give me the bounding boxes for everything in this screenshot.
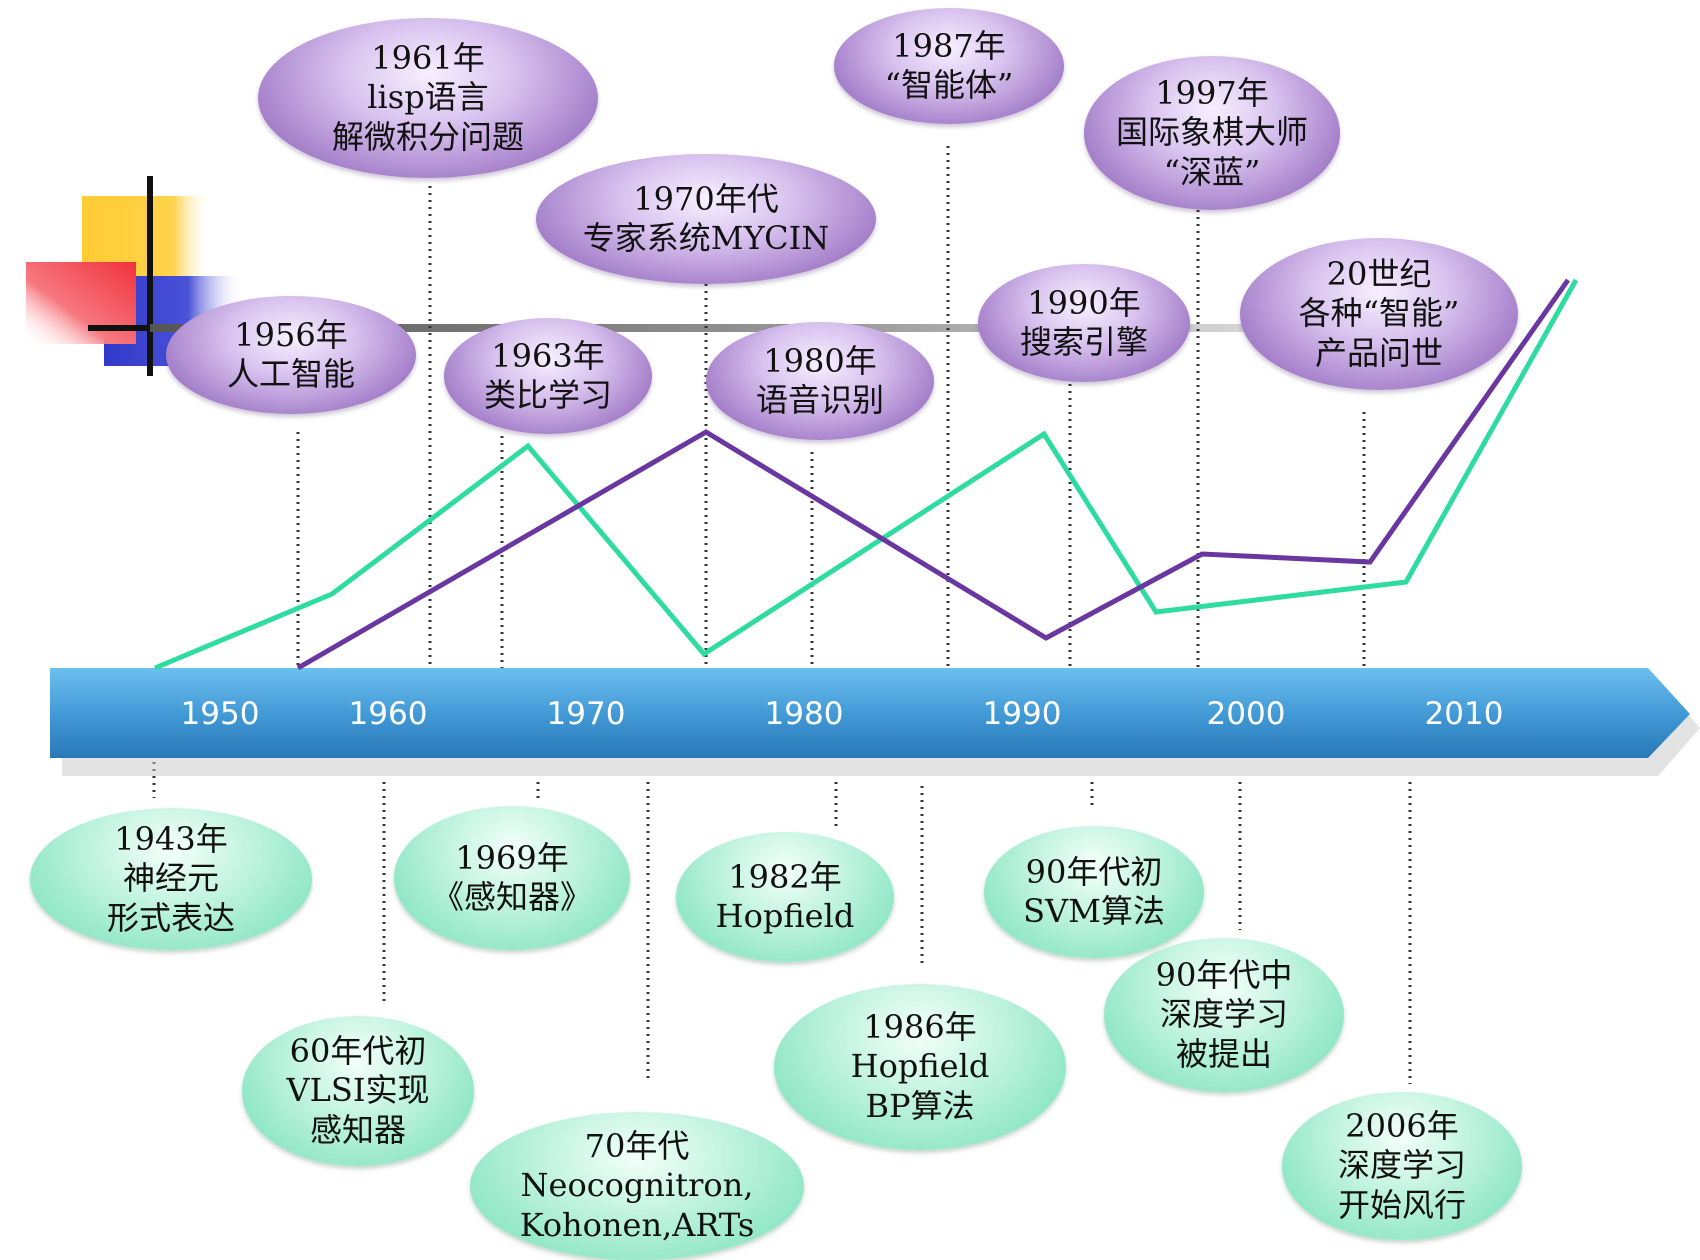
event-line: 60年代初: [289, 1032, 427, 1071]
event-bubble-1987: 1987年 “智能体”: [834, 8, 1064, 124]
event-line: 开始风行: [1337, 1185, 1466, 1224]
axis-tick-label: 2000: [1207, 696, 1286, 732]
event-line: 1956年: [234, 315, 348, 354]
axis-tick-label: 1960: [349, 696, 428, 732]
axis-tick-label: 1950: [181, 696, 260, 732]
event-bubble-1982: 1982年 Hopfield: [676, 832, 894, 962]
axis-tick-label: 1970: [547, 696, 626, 732]
event-line: 1980年: [763, 341, 877, 380]
event-line: 2006年: [1345, 1107, 1459, 1146]
event-line: 搜索引擎: [1019, 323, 1148, 361]
event-line: 90年代中: [1155, 956, 1293, 995]
event-line: 《感知器》: [431, 878, 592, 916]
event-line: VLSI实现: [286, 1071, 430, 1110]
event-bubble-2006: 2006年 深度学习 开始风行: [1282, 1092, 1522, 1240]
event-bubble-1956: 1956年 人工智能: [166, 296, 416, 414]
event-line: lisp语言: [367, 78, 489, 117]
event-line: 深度学习: [1159, 995, 1288, 1034]
event-line: 1990年: [1027, 283, 1141, 322]
event-line: 人工智能: [226, 355, 355, 393]
event-line: 语音识别: [755, 381, 884, 419]
event-line: 20世纪: [1326, 255, 1432, 294]
event-line: 国际象棋大师: [1115, 113, 1308, 152]
event-bubble-1963: 1963年 类比学习: [444, 318, 652, 434]
event-bubble-1969: 1969年 《感知器》: [394, 806, 630, 950]
axis-tick-label: 2010: [1425, 696, 1504, 732]
event-line: 专家系统MYCIN: [582, 219, 830, 257]
event-bubble-1943: 1943年 神经元 形式表达: [30, 808, 312, 950]
event-line: Hopfield: [715, 897, 855, 935]
purple-trend-line: [296, 278, 1571, 671]
event-line: Neocognitron,: [520, 1166, 754, 1205]
event-line: Kohonen,ARTs: [519, 1205, 755, 1244]
grey-horizontal-bar: [150, 324, 1300, 332]
event-bubble-70s: 70年代 Neocognitron, Kohonen,ARTs: [470, 1112, 804, 1260]
event-line: 70年代: [584, 1127, 690, 1166]
event-line: 1986年: [863, 1008, 977, 1047]
timeline-arrow: [50, 668, 1690, 758]
event-line: 1982年: [728, 857, 842, 896]
event-line: 感知器: [309, 1110, 406, 1149]
event-line: 1987年: [892, 26, 1006, 65]
event-bubble-1961: 1961年 lisp语言 解微积分问题: [258, 18, 598, 178]
event-bubble-1990: 1990年 搜索引擎: [978, 264, 1190, 382]
event-bubble-1986: 1986年 Hopfield BP算法: [774, 984, 1066, 1150]
event-line: 神经元: [122, 859, 219, 898]
event-line: 1969年: [455, 838, 569, 877]
event-line: SVM算法: [1023, 892, 1165, 930]
event-line: 类比学习: [483, 376, 612, 414]
event-line: 解微积分问题: [331, 117, 524, 156]
event-bubble-1997: 1997年 国际象棋大师 “深蓝”: [1084, 56, 1340, 210]
event-line: “深蓝”: [1163, 152, 1261, 191]
event-line: 深度学习: [1337, 1146, 1466, 1185]
event-bubble-1980: 1980年 语音识别: [706, 322, 934, 440]
event-line: 1963年: [491, 336, 605, 375]
event-bubble-90s-early: 90年代初 SVM算法: [984, 826, 1204, 958]
event-line: 各种“智能”: [1298, 294, 1460, 333]
axis-tick-label: 1990: [983, 696, 1062, 732]
event-bubble-20c: 20世纪 各种“智能” 产品问世: [1240, 238, 1518, 390]
event-line: 被提出: [1175, 1034, 1272, 1073]
event-bubble-60s-early: 60年代初 VLSI实现 感知器: [242, 1016, 474, 1166]
event-line: Hopfield: [850, 1047, 990, 1086]
deco-red-square: [26, 262, 136, 344]
event-line: BP算法: [865, 1086, 975, 1125]
event-line: 产品问世: [1314, 333, 1443, 372]
event-bubble-90s-mid: 90年代中 深度学习 被提出: [1104, 938, 1344, 1092]
axis-tick-label: 1980: [765, 696, 844, 732]
event-line: 1961年: [371, 39, 485, 78]
event-bubble-1970s: 1970年代 专家系统MYCIN: [536, 154, 876, 284]
green-trend-line: [154, 278, 1579, 671]
event-line: 90年代初: [1025, 852, 1163, 891]
event-line: 1970年代: [633, 179, 779, 218]
event-line: 1943年: [114, 820, 228, 859]
event-line: 形式表达: [106, 898, 235, 937]
event-line: “智能体”: [884, 66, 1014, 104]
event-line: 1997年: [1155, 74, 1269, 113]
